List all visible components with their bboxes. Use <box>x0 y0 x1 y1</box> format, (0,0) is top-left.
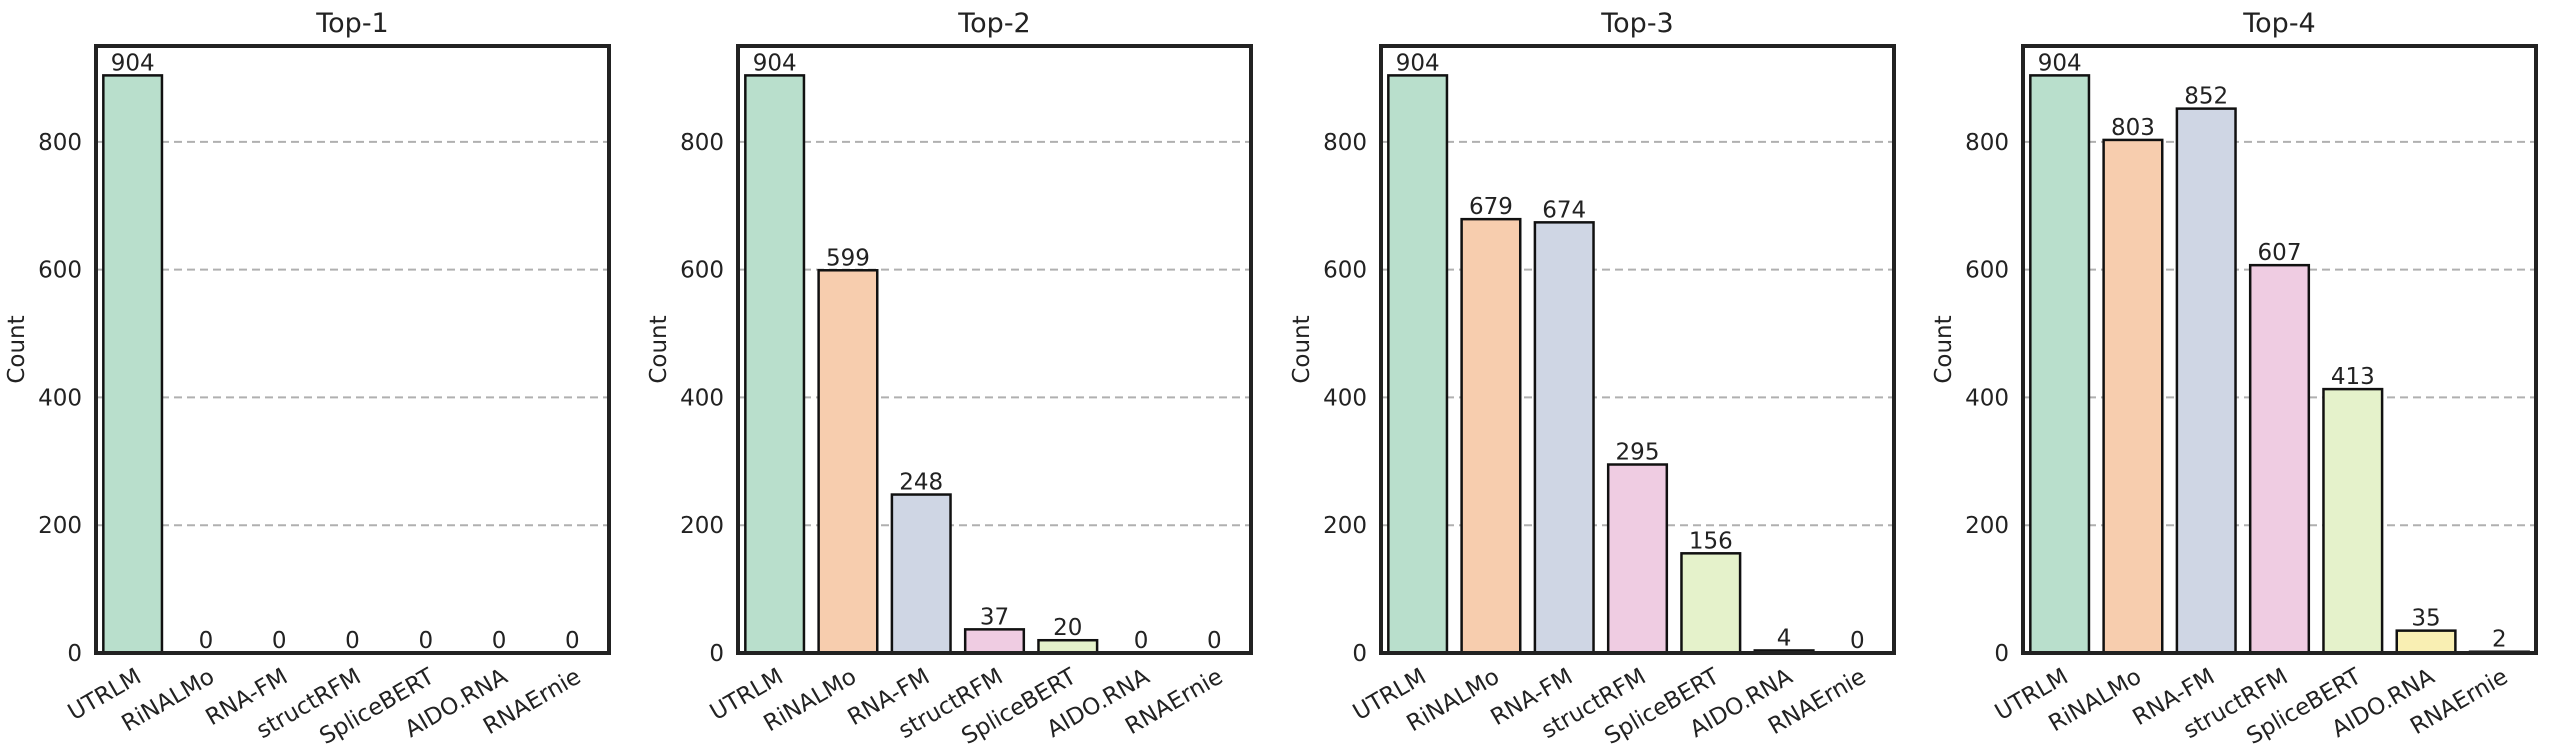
data-label: 0 <box>418 628 433 654</box>
y-axis-label: Count <box>646 315 672 383</box>
data-label: 904 <box>2038 50 2082 76</box>
bar <box>2175 107 2237 655</box>
data-label: 607 <box>2258 240 2302 266</box>
bar <box>2102 138 2164 655</box>
y-tick-label: 600 <box>38 258 82 284</box>
bar <box>890 493 952 655</box>
chart-panel: Top-1Count0200400600800904UTRLM0RiNALMo0… <box>4 8 611 750</box>
data-label: 904 <box>753 50 797 76</box>
bar <box>1606 463 1669 655</box>
bar <box>2029 74 2091 655</box>
bar <box>963 628 1026 655</box>
bar <box>1680 552 1742 655</box>
chart-title: Top-1 <box>315 8 388 39</box>
y-tick-label: 400 <box>1323 385 1367 411</box>
axes-frame <box>1379 44 1896 655</box>
y-tick-label: 0 <box>1352 641 1367 667</box>
data-label: 35 <box>2411 606 2440 632</box>
data-label: 295 <box>1616 440 1660 466</box>
data-label: 803 <box>2111 115 2155 141</box>
bar <box>2248 263 2311 655</box>
y-tick-label: 600 <box>1323 258 1367 284</box>
bar <box>2395 629 2457 655</box>
data-label: 599 <box>826 245 870 271</box>
data-label: 4 <box>1777 625 1792 651</box>
bar <box>1533 221 1595 655</box>
data-label: 37 <box>980 604 1009 630</box>
data-label: 679 <box>1469 194 1513 220</box>
data-label: 413 <box>2331 364 2375 390</box>
data-label: 0 <box>492 628 507 654</box>
chart-panel: Top-2Count0200400600800904UTRLM599RiNALM… <box>646 8 1253 750</box>
y-tick-label: 0 <box>1994 641 2009 667</box>
data-label: 904 <box>111 50 155 76</box>
chart-title: Top-3 <box>1600 8 1673 39</box>
y-tick-label: 800 <box>1323 130 1367 156</box>
chart-title: Top-4 <box>2242 8 2315 39</box>
y-tick-label: 200 <box>38 513 82 539</box>
bar <box>817 269 879 655</box>
data-label: 852 <box>2184 84 2228 110</box>
bar <box>102 74 164 655</box>
y-tick-label: 800 <box>680 130 724 156</box>
chart-title: Top-2 <box>957 8 1030 39</box>
chart-panel: Top-4Count0200400600800904UTRLM803RiNALM… <box>1931 8 2538 750</box>
data-label: 2 <box>2492 627 2507 653</box>
y-tick-label: 200 <box>1965 513 2009 539</box>
y-tick-label: 600 <box>1965 258 2009 284</box>
y-tick-label: 0 <box>67 641 82 667</box>
data-label: 0 <box>345 628 360 654</box>
y-tick-label: 200 <box>1323 513 1367 539</box>
data-label: 248 <box>899 470 943 496</box>
data-label: 674 <box>1542 197 1586 223</box>
data-label: 156 <box>1689 528 1733 554</box>
axes-frame <box>2021 44 2538 655</box>
y-tick-label: 800 <box>1965 130 2009 156</box>
y-tick-label: 400 <box>38 385 82 411</box>
y-tick-label: 800 <box>38 130 82 156</box>
data-label: 0 <box>1134 628 1149 654</box>
y-tick-label: 400 <box>680 385 724 411</box>
data-label: 0 <box>1207 628 1222 654</box>
y-tick-label: 200 <box>680 513 724 539</box>
bar <box>2322 387 2384 655</box>
bar <box>744 74 806 655</box>
data-label: 0 <box>565 628 580 654</box>
data-label: 0 <box>272 628 287 654</box>
bar <box>1460 217 1522 655</box>
y-tick-label: 0 <box>709 641 724 667</box>
axes-frame <box>94 44 611 655</box>
data-label: 20 <box>1053 615 1082 641</box>
y-tick-label: 600 <box>680 258 724 284</box>
data-label: 904 <box>1396 50 1440 76</box>
data-label: 0 <box>1850 628 1865 654</box>
y-axis-label: Count <box>4 315 30 383</box>
y-axis-label: Count <box>1289 315 1315 383</box>
y-tick-label: 400 <box>1965 385 2009 411</box>
data-label: 0 <box>199 628 214 654</box>
y-axis-label: Count <box>1931 315 1957 383</box>
chart-panel: Top-3Count0200400600800904UTRLM679RiNALM… <box>1289 8 1896 750</box>
axes-frame <box>736 44 1253 655</box>
bar <box>1387 74 1449 655</box>
